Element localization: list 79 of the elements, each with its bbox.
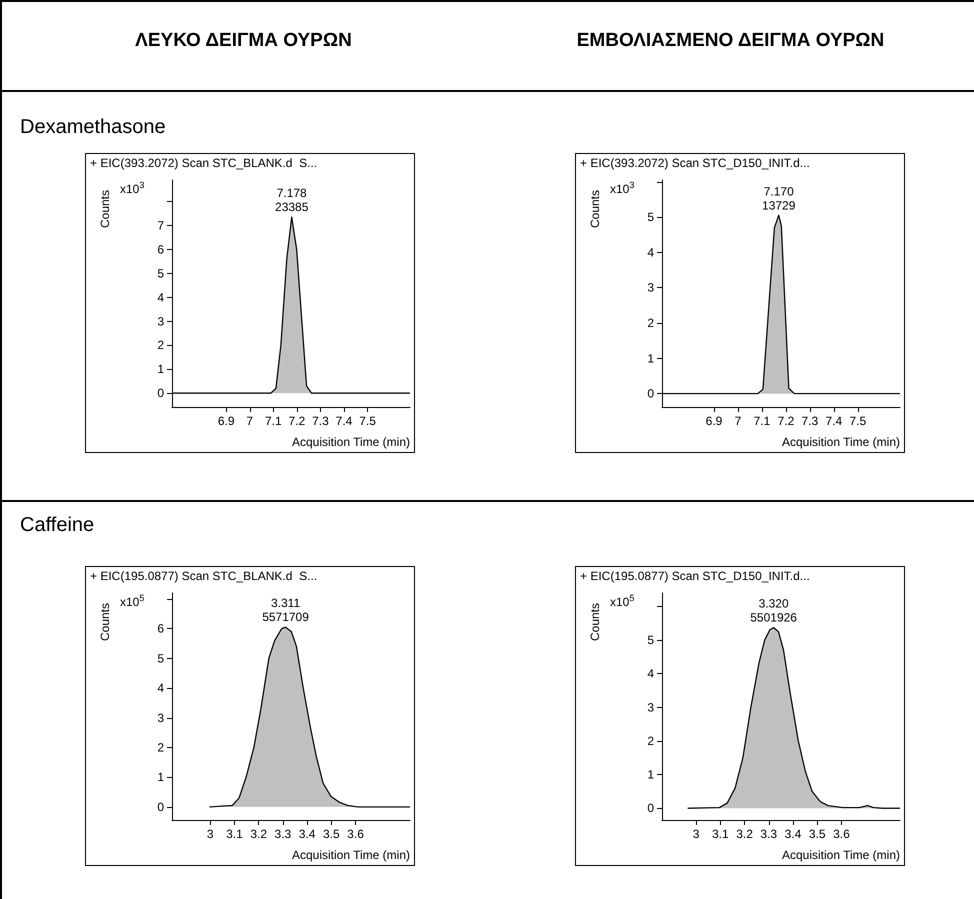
y-tick-label: 1 xyxy=(647,351,654,366)
x-tick-label: 3.1 xyxy=(226,827,244,841)
annotation: 3.320 5501926 xyxy=(750,596,798,625)
y-tick-label: 6 xyxy=(157,242,164,256)
y-tick-label: 3 xyxy=(647,280,654,295)
x-tick-label: 7 xyxy=(734,414,742,428)
x-tick-label: 3 xyxy=(206,827,214,841)
annotation: 7.170 13729 xyxy=(762,184,796,212)
chart-title: + EIC(393.2072) Scan STC_BLANK.d S... xyxy=(90,156,318,170)
y-tick-label: 3 xyxy=(157,314,164,328)
x-tick-label: 3.2 xyxy=(250,827,268,841)
y-tick-label: 1 xyxy=(647,768,654,782)
x-tick-label: 3.6 xyxy=(347,827,364,841)
annotation: 3.311 5571709 xyxy=(262,596,310,624)
y-tick-label: 2 xyxy=(647,734,654,748)
x-tick-label: 3.3 xyxy=(274,827,292,841)
y-tick-label: 2 xyxy=(647,316,654,330)
x-tick-label: 3.4 xyxy=(784,827,802,841)
x-tick-label: 7.4 xyxy=(826,414,843,428)
y-tick-label: 2 xyxy=(157,740,164,755)
x-tick-label: 3.1 xyxy=(712,827,730,841)
text: x10$^{5}$ xyxy=(610,593,634,609)
x-tick-label: 3 xyxy=(692,827,700,841)
x-tick-label: 7.5 xyxy=(849,414,866,428)
y-tick-label: 0 xyxy=(157,386,164,400)
x-tick-label: 7.5 xyxy=(359,414,376,428)
text: x10$^{5}$ xyxy=(120,593,144,609)
x-axis-title: Acquisition Time (min) xyxy=(782,435,900,449)
y-tick-label: 6 xyxy=(157,622,164,636)
y-tick-label: 3 xyxy=(157,710,164,725)
y-tick-label: 2 xyxy=(157,338,164,352)
x-tick-label: 7.3 xyxy=(802,414,819,428)
x-tick-label: 7.1 xyxy=(754,414,771,428)
y-tick-label: 5 xyxy=(647,633,654,648)
x-tick-label: 3.4 xyxy=(298,827,316,841)
x-axis-title: Acquisition Time (min) xyxy=(782,848,900,862)
x-axis-title: Acquisition Time (min) xyxy=(292,848,410,862)
y-axis-title: Counts xyxy=(98,602,112,642)
y-axis-title: Counts xyxy=(588,602,602,642)
x-tick-label: 3.3 xyxy=(760,827,778,841)
x-tick-label: 7.2 xyxy=(288,414,306,428)
x-tick-label: 3.5 xyxy=(808,827,826,841)
x-tick-label: 7.1 xyxy=(264,414,282,428)
x-tick-label: 3.5 xyxy=(322,827,340,841)
y-tick-label: 0 xyxy=(157,800,164,814)
y-axis-title: Counts xyxy=(98,190,112,228)
y-tick-label: 1 xyxy=(157,362,164,376)
y-tick-label: 4 xyxy=(647,666,654,681)
x-axis-title: Acquisition Time (min) xyxy=(292,435,410,449)
y-tick-label: 0 xyxy=(647,386,654,401)
text: ΛΕΥΚΟ ΔΕΙΓΜΑ ΟΥΡΩΝ xyxy=(134,30,353,52)
text: Dexamethasone xyxy=(20,116,166,139)
x-tick-label: 3.6 xyxy=(833,827,850,841)
text: ΕΜΒΟΛΙΑΣΜΕΝΟ ΔΕΙΓΜΑ ΟΥΡΩΝ xyxy=(576,30,886,52)
chart-title: + EIC(195.0877) Scan STC_BLANK.d S... xyxy=(90,569,318,583)
y-tick-label: 1 xyxy=(157,770,164,784)
x-tick-label: 6.9 xyxy=(706,414,723,428)
x-tick-label: 3.2 xyxy=(736,827,754,841)
x-tick-label: 7 xyxy=(246,414,254,428)
y-tick-label: 5 xyxy=(157,266,164,280)
y-tick-label: 4 xyxy=(647,245,654,260)
y-tick-label: 7 xyxy=(157,218,164,232)
text: x10$^{3}$ xyxy=(120,180,144,196)
text: x10$^{3}$ xyxy=(610,180,634,196)
annotation: 7.178 23385 xyxy=(275,186,309,214)
y-tick-label: 5 xyxy=(647,210,654,224)
x-tick-label: 6.9 xyxy=(218,414,235,428)
x-tick-label: 7.2 xyxy=(778,414,795,428)
chart-title: + EIC(195.0877) Scan STC_D150_INIT.d... xyxy=(580,569,810,583)
y-tick-label: 4 xyxy=(157,290,164,304)
y-tick-label: 3 xyxy=(647,700,654,714)
y-axis-title: Counts xyxy=(588,190,602,228)
chart-title: + EIC(393.2072) Scan STC_D150_INIT.d... xyxy=(580,156,810,170)
y-tick-label: 0 xyxy=(647,801,654,816)
x-tick-label: 7.3 xyxy=(312,414,330,428)
y-tick-label: 4 xyxy=(157,681,164,696)
y-tick-label: 5 xyxy=(157,651,164,666)
x-tick-label: 7.4 xyxy=(336,414,353,428)
text: Caffeine xyxy=(20,514,94,537)
